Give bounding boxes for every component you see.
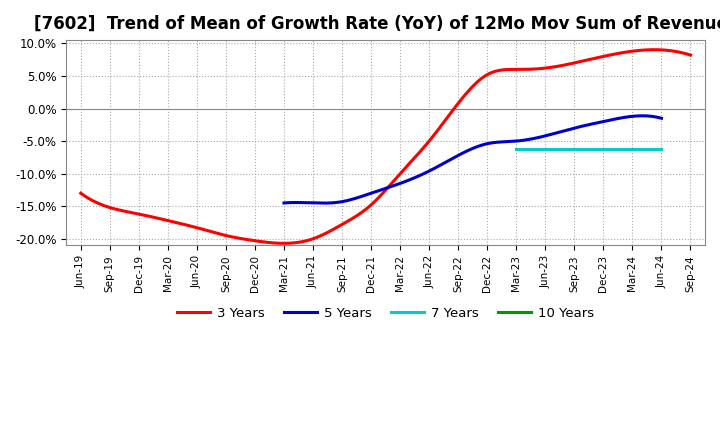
7 Years — [646, 146, 654, 151]
7 Years — [552, 146, 560, 151]
7 Years — [512, 146, 521, 151]
5 Years — [430, 166, 438, 171]
3 Years — [686, 52, 695, 58]
3 Years — [76, 191, 85, 196]
3 Years — [279, 241, 288, 246]
5 Years — [279, 200, 288, 205]
3 Years — [674, 49, 683, 55]
Line: 5 Years: 5 Years — [284, 116, 662, 203]
5 Years — [553, 130, 562, 135]
7 Years — [518, 146, 526, 151]
3 Years — [577, 59, 586, 64]
7 Years — [570, 146, 578, 151]
7 Years — [540, 146, 549, 151]
5 Years — [638, 113, 647, 118]
5 Years — [657, 116, 666, 121]
7 Years — [652, 146, 660, 151]
7 Years — [521, 146, 529, 151]
5 Years — [318, 201, 327, 206]
3 Years — [441, 118, 449, 124]
Legend: 3 Years, 5 Years, 7 Years, 10 Years: 3 Years, 5 Years, 7 Years, 10 Years — [172, 301, 600, 325]
5 Years — [518, 138, 527, 143]
7 Years — [657, 146, 666, 151]
5 Years — [555, 129, 564, 135]
3 Years — [371, 198, 379, 204]
3 Years — [408, 158, 416, 163]
3 Years — [367, 202, 376, 207]
7 Years — [529, 146, 538, 151]
Line: 3 Years: 3 Years — [81, 50, 690, 243]
3 Years — [649, 47, 658, 52]
Title: [7602]  Trend of Mean of Growth Rate (YoY) of 12Mo Mov Sum of Revenues: [7602] Trend of Mean of Growth Rate (YoY… — [34, 15, 720, 33]
5 Years — [326, 200, 335, 205]
5 Years — [404, 178, 413, 183]
